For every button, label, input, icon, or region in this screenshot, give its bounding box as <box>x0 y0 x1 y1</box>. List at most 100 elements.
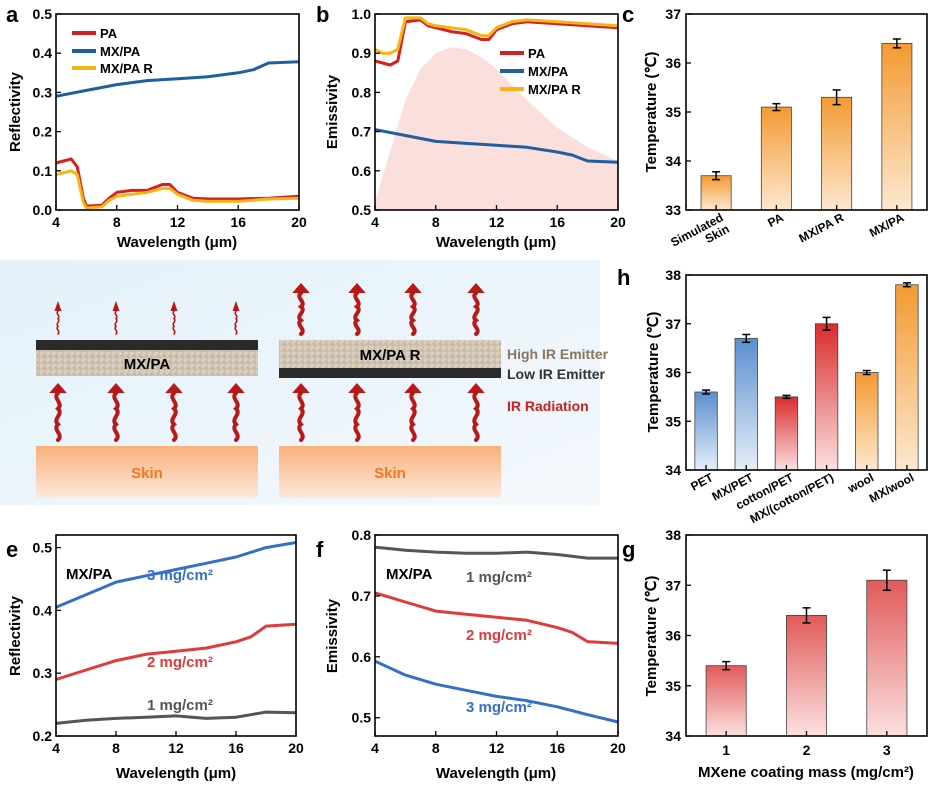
legend-a-mxpar: MX/PA R <box>100 61 153 76</box>
xtick-label-b-3: 16 <box>549 214 565 230</box>
series-b-0 <box>374 18 619 67</box>
bar-c-1 <box>760 106 792 211</box>
left-fabric-label: MX/PA <box>124 356 171 373</box>
bar-c-3 <box>881 43 913 211</box>
panel-label-a: a <box>6 2 19 27</box>
ytick-label-b-0: 0.5 <box>352 202 372 218</box>
panel-label-e: e <box>6 537 18 562</box>
xtick-label-g-2: 3 <box>883 742 891 758</box>
ytick-label-a-4: 0.4 <box>33 45 53 61</box>
xtick-label-g-0: 1 <box>722 742 730 758</box>
ytick-label-h-1: 35 <box>665 413 681 429</box>
series-a-2 <box>55 169 300 210</box>
ytick-label-a-5: 0.5 <box>33 6 53 22</box>
chart-b: 4 8 12 16 20 0.5 0.6 0.7 0.8 0.9 1.0 Wavelength (μ… <box>324 6 626 251</box>
ir-arrowhead-rt3 <box>467 283 485 293</box>
title-f: MX/PA <box>386 566 433 583</box>
ir-radiation-label: IR Radiation <box>507 398 589 414</box>
ytick-label-b-1: 0.6 <box>352 163 372 179</box>
ir-arrowhead-rb0 <box>292 383 310 393</box>
xtick-label-c-3: MX/PA <box>867 210 907 240</box>
panel-label-g: g <box>622 537 635 562</box>
xtick-label-a-0: 4 <box>52 214 60 230</box>
ir-wave-rt0 <box>297 289 305 336</box>
panel-label-h: h <box>617 265 630 290</box>
bar-c-2 <box>821 96 853 211</box>
series-f-0 <box>374 545 618 560</box>
series-e-0 <box>55 541 297 609</box>
legend-a: PA MX/PA MX/PA R <box>72 26 153 76</box>
panel-label-f: f <box>316 537 324 562</box>
xtick-label-h-5: MX/wool <box>867 470 917 505</box>
legend-b-mxpar: MX/PA R <box>528 82 581 97</box>
series-f-1 <box>374 591 619 645</box>
ytick-label-g-0: 34 <box>665 728 681 744</box>
ir-wave-rb0 <box>297 389 305 442</box>
ylabel-e: Reflectivity <box>7 595 24 676</box>
ir-wave-lt3 <box>234 308 238 335</box>
chart-a: 4 8 12 16 20 0.0 0.1 0.2 0.3 0.4 0.5 Wavelength (μ… <box>7 6 307 251</box>
ir-arrowhead-lb1 <box>107 383 125 393</box>
xlabel-f: Wavelength (μm) <box>436 765 556 782</box>
ytick-label-f-3: 0.8 <box>352 527 372 543</box>
ylabel-a: Reflectivity <box>7 71 24 152</box>
xtick-label-f-3: 16 <box>549 740 565 756</box>
ir-arrowhead-rb3 <box>467 383 485 393</box>
skin-right-label: Skin <box>374 465 406 482</box>
ir-wave-rt1 <box>353 289 361 336</box>
ir-arrowhead-rb2 <box>404 383 422 393</box>
ytick-label-a-2: 0.2 <box>33 124 53 140</box>
xtick-label-f-0: 4 <box>371 740 379 756</box>
ytick-label-e-0: 0.2 <box>33 728 53 744</box>
title-e: MX/PA <box>66 566 113 583</box>
ytick-label-c-2: 35 <box>665 104 681 120</box>
xtick-label-a-1: 8 <box>113 214 121 230</box>
xtick-label-a-2: 12 <box>170 214 186 230</box>
ytick-label-g-4: 38 <box>665 527 681 543</box>
ytick-label-c-1: 34 <box>665 153 681 169</box>
ylabel-f: Emissivity <box>324 598 341 673</box>
bar-h-5 <box>895 284 919 471</box>
series-a-1 <box>55 60 300 98</box>
ytick-label-f-1: 0.6 <box>352 649 372 665</box>
xtick-label-e-1: 8 <box>112 740 120 756</box>
bar-g-1 <box>786 615 827 737</box>
panel-label-c: c <box>622 2 634 27</box>
legend-b: PA MX/PA MX/PA R <box>500 46 581 97</box>
xtick-label-b-2: 12 <box>489 214 505 230</box>
ytick-label-f-0: 0.5 <box>352 710 372 726</box>
bar-g-0 <box>705 665 747 737</box>
ir-wave-rt3 <box>472 289 480 336</box>
xtick-label-b-0: 4 <box>371 214 379 230</box>
ann-e-1: 1 mg/cm² <box>147 697 213 714</box>
xlabel-e: Wavelength (μm) <box>116 765 236 782</box>
series-e-2 <box>55 710 297 725</box>
xlabel-b: Wavelength (μm) <box>436 234 556 251</box>
ytick-label-h-4: 38 <box>665 267 681 283</box>
skin-left <box>36 446 258 498</box>
ytick-label-e-2: 0.4 <box>33 602 53 618</box>
ir-arrowhead-lb3 <box>227 383 245 393</box>
ytick-label-h-0: 34 <box>665 462 681 478</box>
bar-c-0 <box>700 175 732 211</box>
right-fabric <box>279 340 501 368</box>
legend-a-mxpa: MX/PA <box>100 44 141 59</box>
skin-left-label: Skin <box>131 465 163 482</box>
ylabel-h: Temperature (℃) <box>645 312 662 433</box>
series-b-1 <box>374 128 619 164</box>
xtick-label-g-1: 2 <box>803 742 811 758</box>
ir-arrowhead-lb2 <box>165 383 183 393</box>
ir-wave-rb1 <box>353 389 361 442</box>
ytick-label-c-0: 33 <box>665 202 681 218</box>
series-f-2 <box>374 659 619 724</box>
low-ir-label: Low IR Emitter <box>507 366 606 382</box>
legend-b-pa: PA <box>528 46 546 61</box>
skin-right <box>279 446 501 498</box>
ytick-label-a-3: 0.3 <box>33 84 53 100</box>
ytick-label-a-1: 0.1 <box>33 163 53 179</box>
xtick-label-f-4: 20 <box>610 740 626 756</box>
ytick-label-b-4: 0.9 <box>352 45 372 61</box>
ir-wave-rb2 <box>409 389 417 442</box>
